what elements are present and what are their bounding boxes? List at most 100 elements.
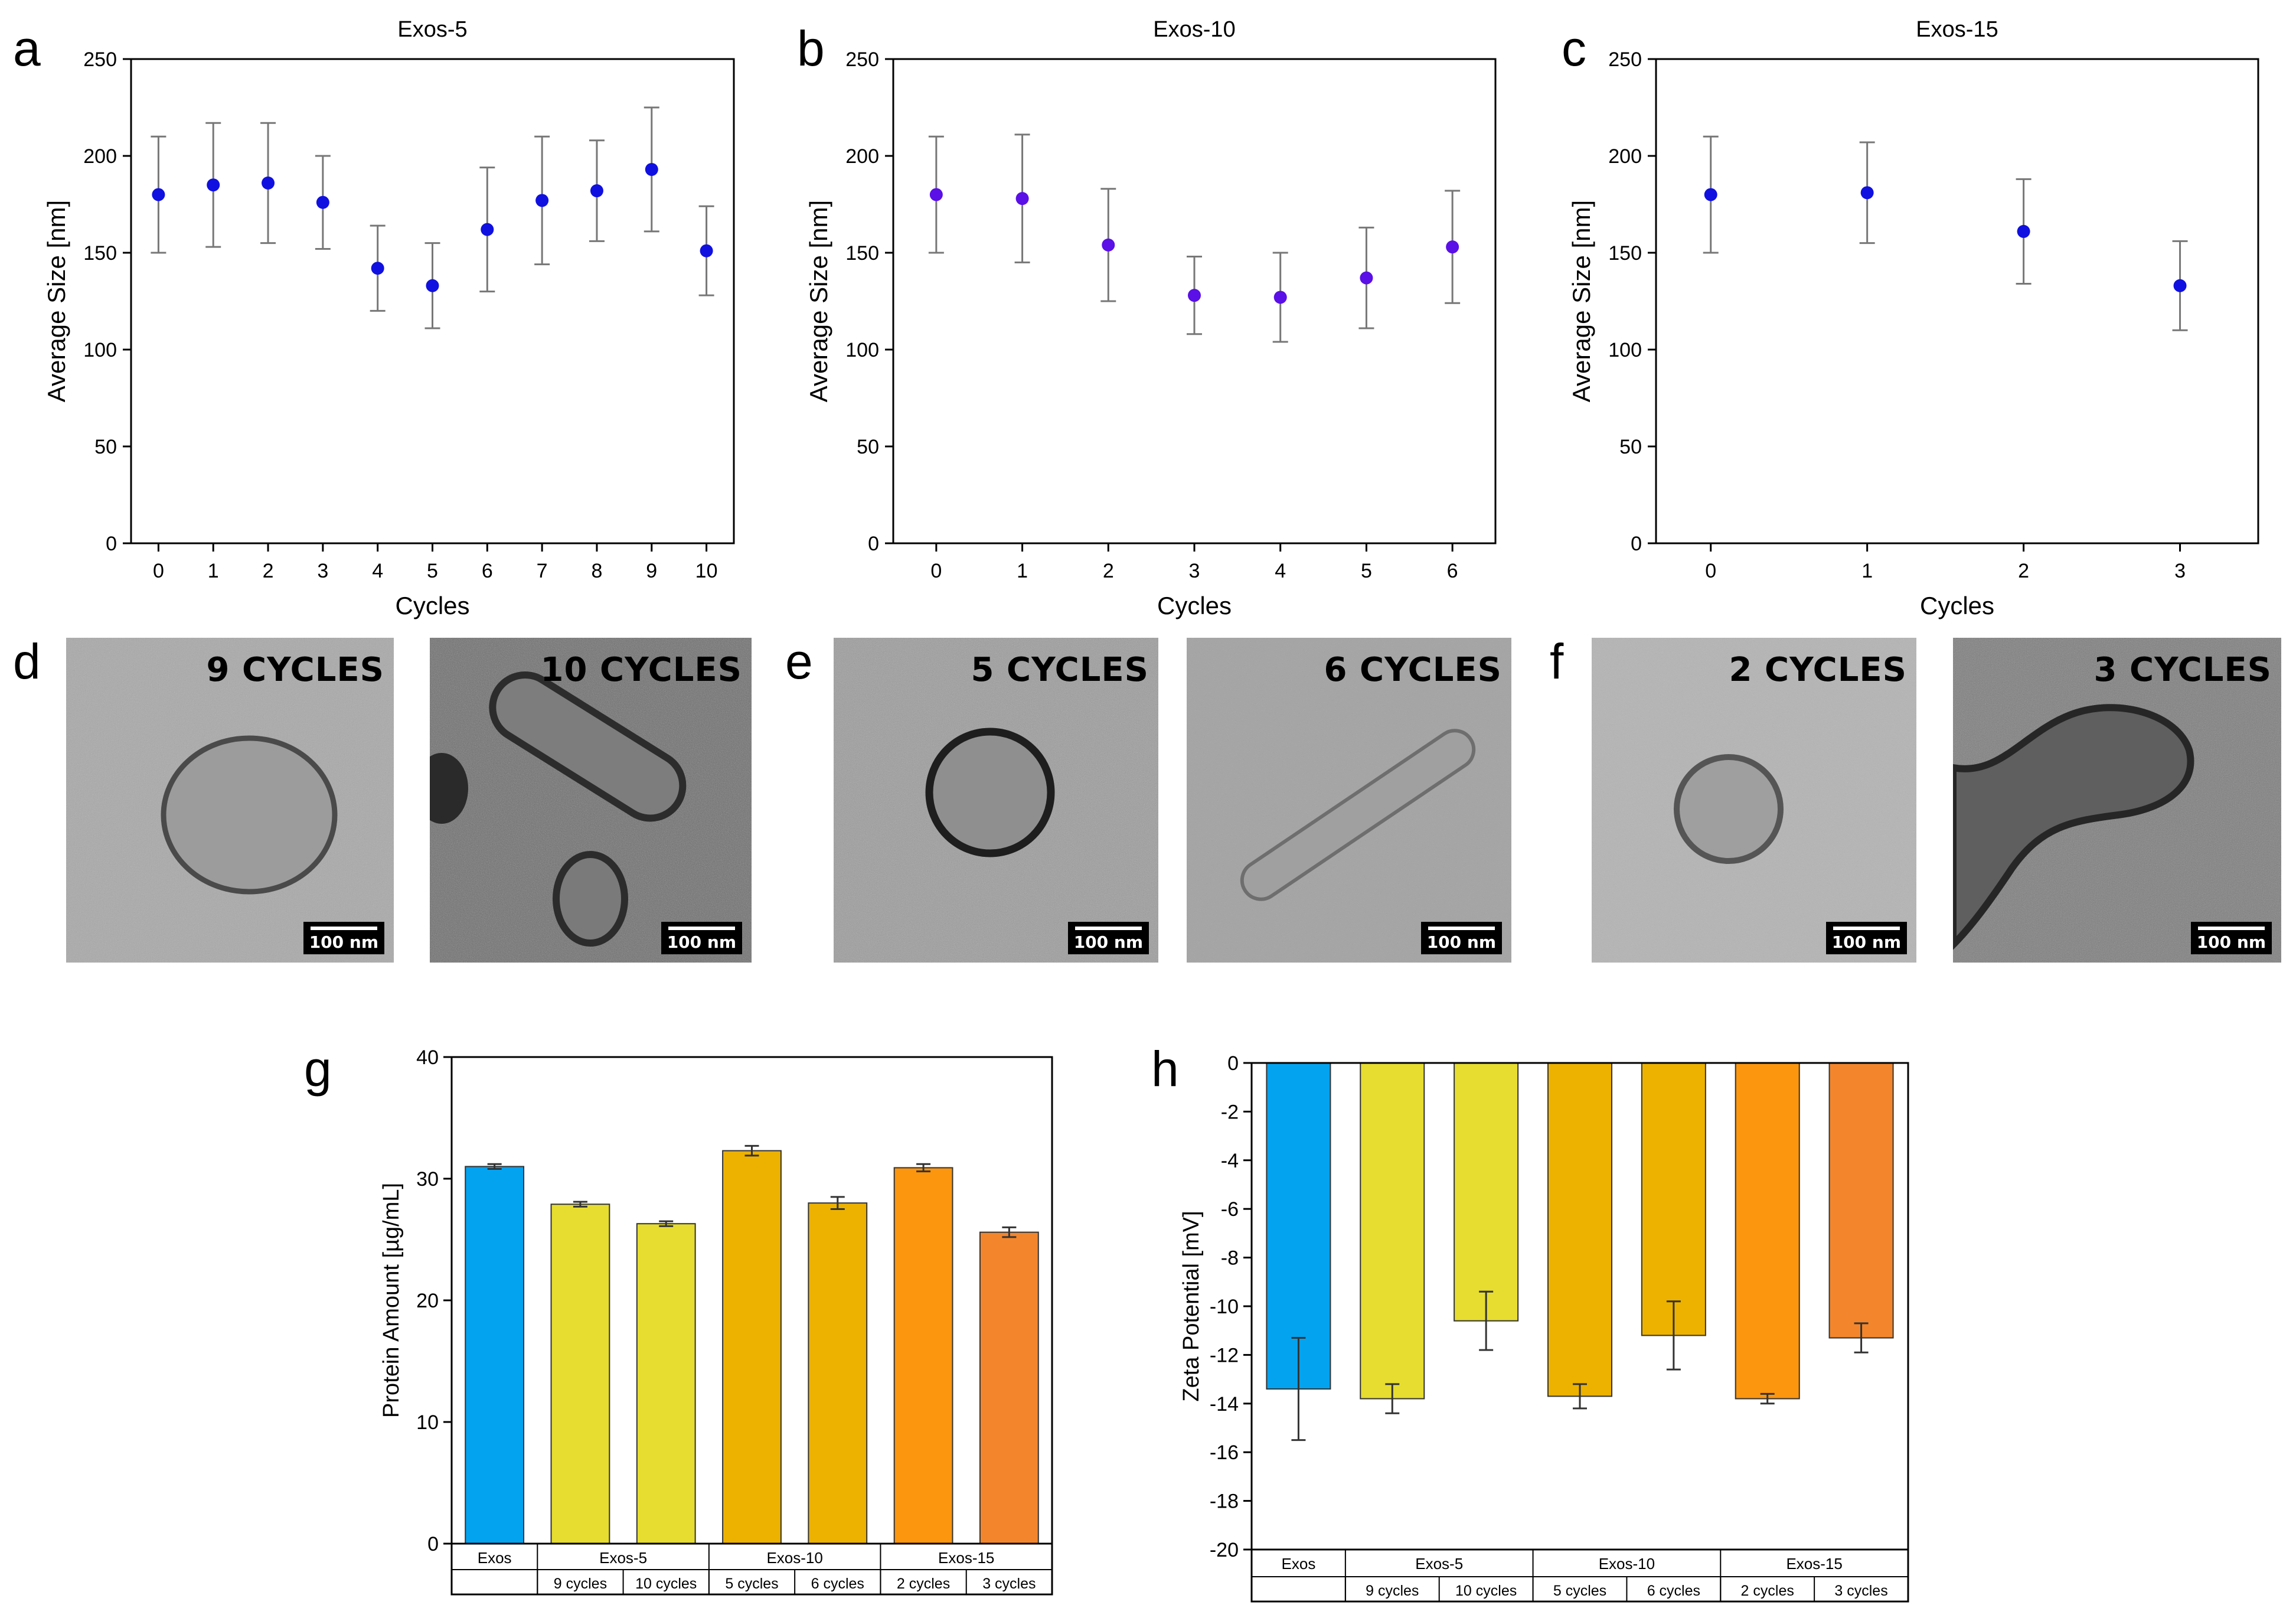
x-axis-label: Cycles [1920,592,1994,619]
x-tick-label: 3 [317,560,328,582]
x-tick-label: 2 [2018,560,2029,582]
group-label: Exos-15 [938,1549,994,1567]
chart-title: Exos-15 [1916,17,1998,42]
chart-title: Exos-10 [1153,17,1235,42]
data-point [481,223,494,236]
y-tick-label: 200 [845,145,879,168]
data-point [1446,240,1459,254]
bar [1454,1062,1519,1322]
y-axis-label: Protein Amount [µg/mL] [379,1183,404,1418]
tem-image-e-5-cycles: 5 CYCLES 100 nm [834,638,1158,963]
x-tick-label: 6 [1447,560,1458,582]
subcategory-label: 5 cycles [1553,1583,1606,1599]
y-tick-label: 100 [845,339,879,361]
vesicle-micrograph [1187,638,1511,963]
y-tick-label: -14 [1210,1393,1239,1415]
chart-title: Exos-5 [397,17,467,42]
x-tick-label: 1 [1017,560,1028,582]
y-tick-label: 30 [416,1168,439,1190]
panel-label-g: g [304,1041,332,1097]
data-point [535,194,549,207]
data-point [207,178,220,192]
tem-label: 2 CYCLES [1729,651,1907,689]
group-label: Exos-5 [1415,1555,1463,1573]
tem-label: 3 CYCLES [2093,651,2272,689]
group-label: Exos-10 [766,1549,822,1567]
y-tick-label: -6 [1221,1198,1239,1221]
y-tick-label: 250 [845,48,879,71]
subcategory-label: 10 cycles [1455,1583,1517,1599]
scale-bar: 100 nm [303,922,384,954]
data-point [929,188,943,201]
x-tick-label: 0 [1705,560,1716,582]
y-tick-label: -2 [1221,1101,1239,1123]
y-tick-label: 150 [845,242,879,265]
scatter-chart-a: Exos-5 0 50 100 150 200 250 0 1 2 3 4 5 6 7 8 9 10 Cycles A… [43,17,735,619]
x-tick-label: 4 [1275,560,1286,582]
scale-bar: 100 nm [1420,922,1502,954]
x-tick-label: 1 [1861,560,1873,582]
y-tick-label: 200 [1608,145,1642,168]
x-axis-label: Cycles [1157,592,1232,619]
data-point [426,279,439,292]
bar [1547,1062,1613,1397]
x-tick-label: 6 [482,560,493,582]
bar [1735,1062,1800,1400]
group-label: Exos [478,1549,512,1567]
y-tick-label: 50 [1619,436,1642,458]
scale-bar: 100 nm [661,922,742,954]
y-tick-label: 50 [857,436,879,458]
bar [465,1166,525,1544]
vesicle-micrograph [430,638,752,963]
y-tick-label: -4 [1221,1150,1239,1172]
data-point [590,184,603,198]
bar [1266,1062,1331,1390]
subcategory-label: 9 cycles [554,1576,607,1592]
y-tick-label: 150 [1608,242,1642,265]
x-tick-label: 9 [646,560,657,582]
x-tick-label: 3 [1189,560,1200,582]
data-point [700,244,713,257]
y-tick-label: 0 [868,533,879,555]
data-point [262,176,275,190]
bar [893,1167,953,1544]
bar [722,1150,782,1544]
x-tick-label: 8 [591,560,602,582]
y-tick-label: -20 [1210,1539,1239,1561]
data-point [1860,186,1874,200]
y-tick-label: -8 [1221,1247,1239,1270]
scale-bar: 100 nm [2190,922,2272,954]
subcategory-label: 2 cycles [897,1576,950,1592]
y-tick-label: -12 [1210,1344,1239,1366]
group-label: Exos [1282,1555,1316,1573]
x-tick-label: 10 [695,560,718,582]
x-tick-label: 5 [1361,560,1372,582]
scatter-chart-b: Exos-10 0 50 100 150 200 250 0 1 2 3 4 5 6 Cycles Avera… [805,17,1497,619]
y-tick-label: 0 [1631,533,1642,555]
x-tick-label: 5 [427,560,438,582]
tem-label: 5 CYCLES [971,651,1149,689]
panel-label-c: c [1562,21,1586,76]
bar [1641,1062,1706,1336]
tem-image-f-3-cycles: 3 CYCLES 100 nm [1953,638,2281,963]
scatter-chart-c: Exos-15 0 50 100 150 200 250 0 1 2 3 Cycles Average … [1567,17,2259,619]
panel-label-a: a [13,21,41,76]
tem-label: 9 CYCLES [206,651,384,689]
data-point [152,188,165,201]
x-tick-label: 1 [208,560,219,582]
y-axis-label: Average Size [nm] [1567,200,1595,402]
panel-label-f: f [1550,634,1564,689]
y-tick-label: 250 [1608,48,1642,71]
bar [808,1202,868,1544]
y-tick-label: 0 [1227,1052,1239,1075]
data-point [2173,279,2187,292]
y-tick-label: 0 [427,1533,439,1555]
y-tick-label: 20 [416,1290,439,1312]
y-axis-label: Average Size [nm] [805,200,832,402]
vesicle-micrograph [66,638,394,963]
scale-bar: 100 nm [1067,922,1149,954]
bar [1360,1062,1425,1400]
plot-frame [1655,58,2259,544]
bar [550,1203,610,1544]
